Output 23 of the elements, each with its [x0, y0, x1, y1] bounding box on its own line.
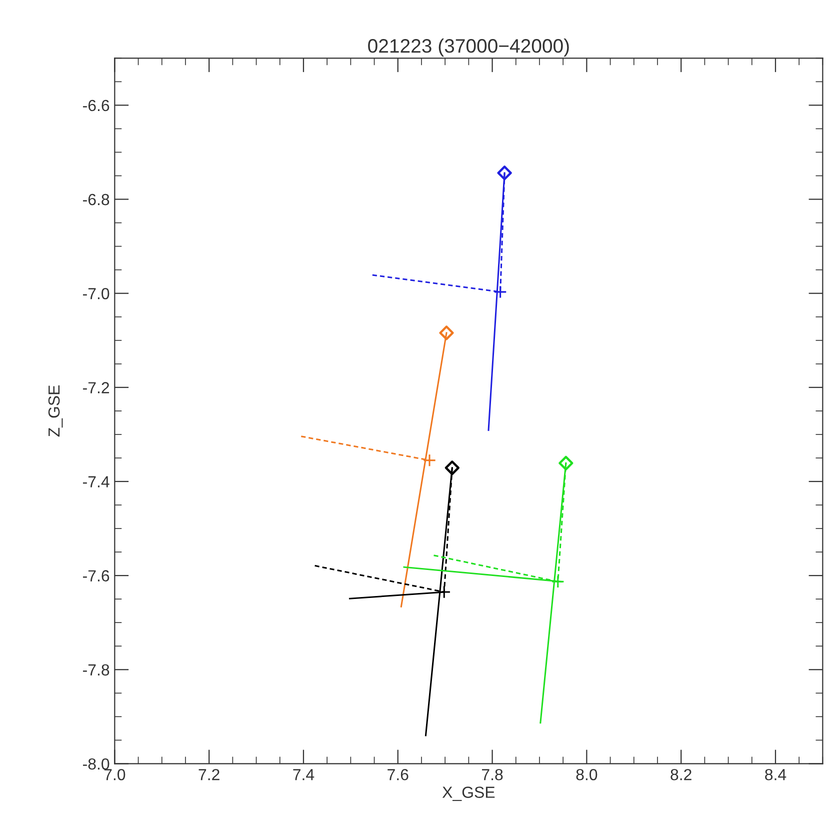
point — [439, 326, 454, 340]
point — [444, 460, 460, 476]
y-tick-label: -6.8 — [83, 194, 110, 206]
x-tick-label: 8.4 — [765, 768, 786, 780]
point — [497, 166, 512, 180]
y-tick-label: -8.0 — [83, 758, 110, 770]
y-tick-label: -7.4 — [83, 476, 110, 488]
x-tick-label: 7.0 — [104, 768, 126, 780]
x-axis-title: X_GSE — [442, 786, 495, 801]
x-tick-label: 7.8 — [482, 768, 503, 780]
x-tick-label: 8.2 — [670, 768, 692, 780]
y-tick-label: -7.0 — [83, 288, 110, 300]
x-tick-label: 7.4 — [293, 769, 314, 780]
y-tick-label: -7.6 — [83, 570, 110, 582]
y-tick-label: -7.8 — [83, 664, 110, 676]
x-tick-label: 7.2 — [198, 768, 220, 780]
y-axis-title: Z_GSE — [48, 385, 63, 437]
y-tick-label: -7.2 — [83, 382, 110, 394]
x-tick-label: 8.0 — [576, 768, 598, 780]
x-tick-label: 7.6 — [388, 768, 408, 780]
y-tick-label: -6.6 — [83, 100, 110, 112]
point — [558, 456, 574, 470]
chart-title: 021223 (37000−42000) — [368, 38, 569, 57]
